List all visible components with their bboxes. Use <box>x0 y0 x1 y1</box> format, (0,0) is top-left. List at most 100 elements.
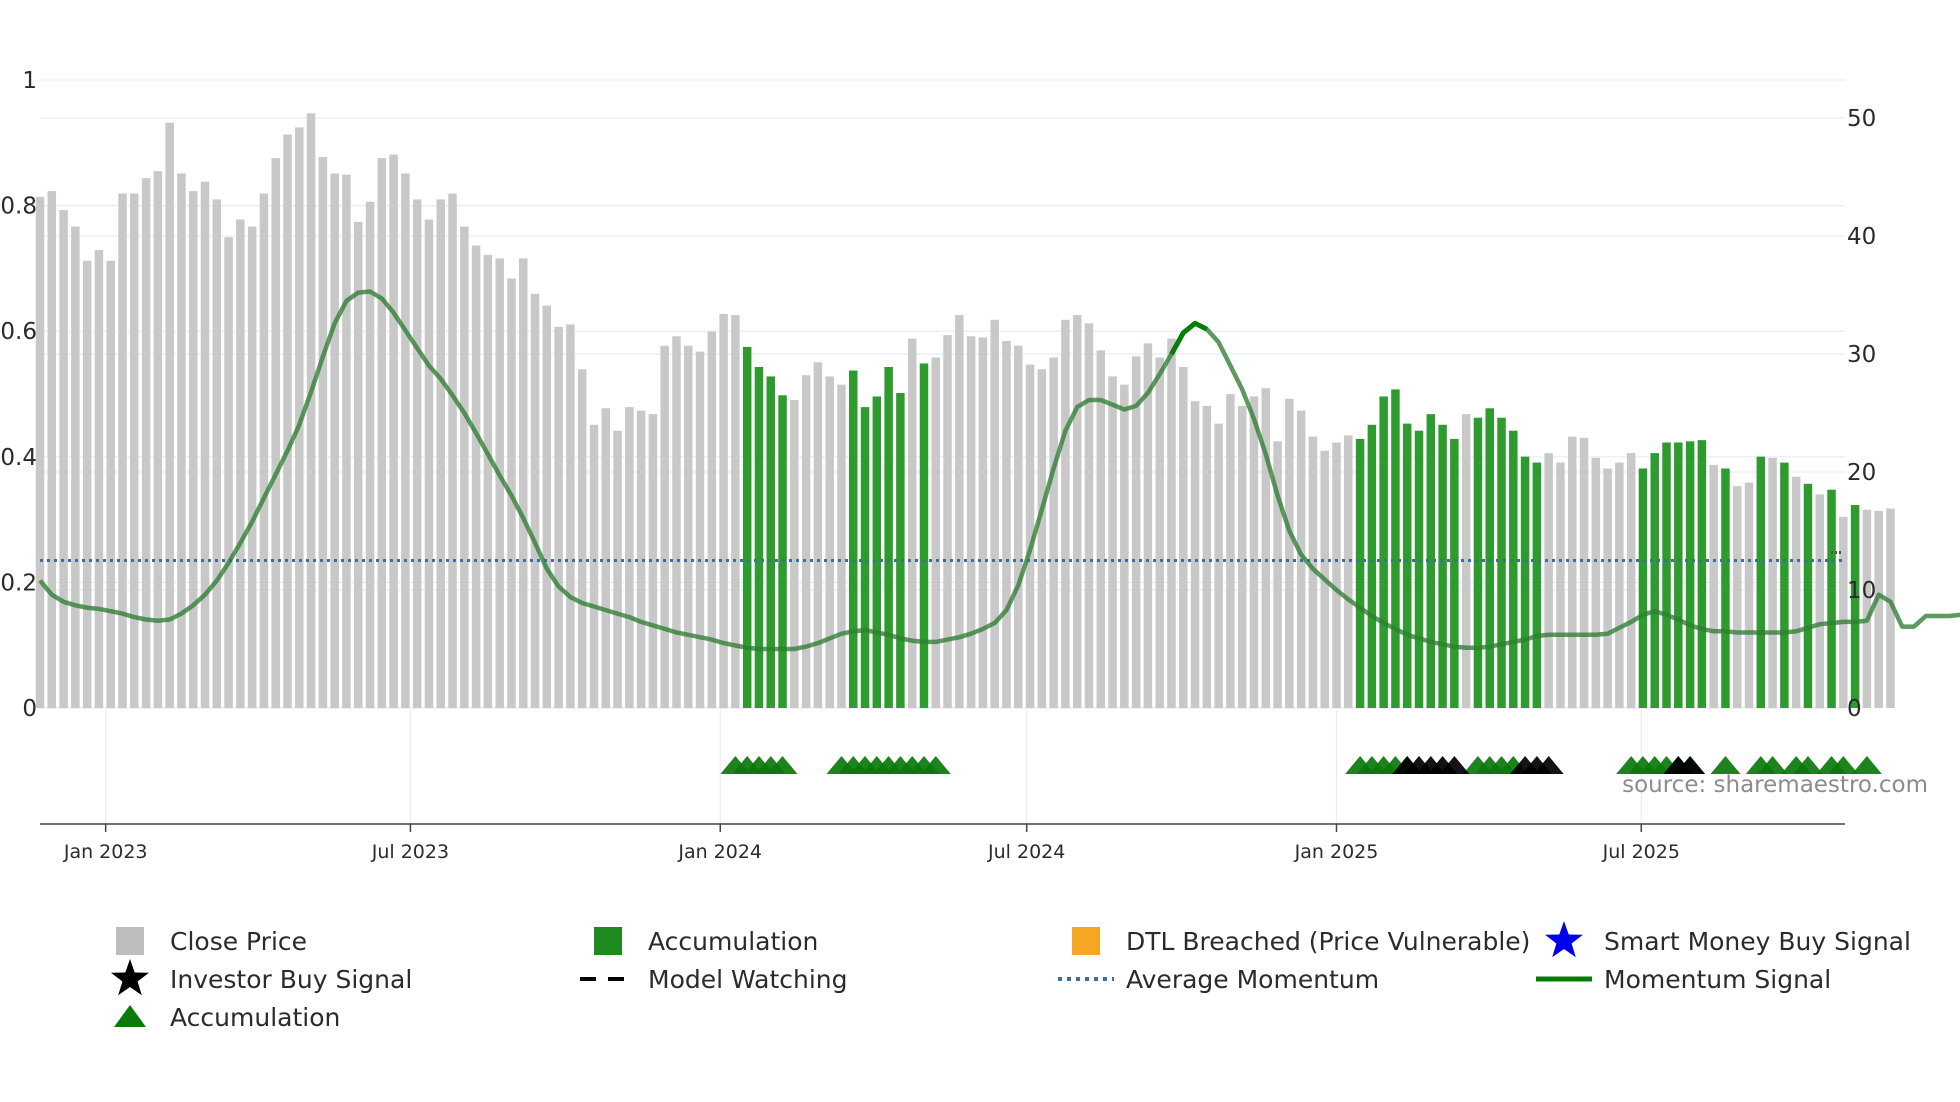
close-price-bar <box>330 173 339 708</box>
close-price-bar <box>106 260 115 708</box>
close-price-bar <box>1167 338 1176 708</box>
close-price-bar <box>153 171 163 709</box>
close-price-bar <box>1084 323 1094 708</box>
close-price-bar <box>648 414 658 708</box>
close-price-bar <box>519 258 528 708</box>
accumulation-bar <box>872 396 882 708</box>
legend-label: Close Price <box>170 927 307 956</box>
close-price-bar <box>1591 457 1601 708</box>
close-price-bar <box>59 210 68 709</box>
investor-buy-triangle-marker <box>1675 756 1706 774</box>
legend-label: Accumulation <box>170 1003 340 1032</box>
close-price-bar <box>1344 435 1353 708</box>
close-price-bar <box>188 191 198 708</box>
legend-item: Close Price <box>116 927 307 956</box>
momentum-peak-highlight <box>1169 320 1209 356</box>
close-price-bar <box>47 191 57 708</box>
close-price-bar <box>1179 366 1188 708</box>
close-price-bar <box>130 193 139 708</box>
legend-label: DTL Breached (Price Vulnerable) <box>1126 927 1530 956</box>
left-tick-label: 1 <box>22 68 37 94</box>
right-tick-label: 20 <box>1847 460 1876 486</box>
close-price-bar <box>283 134 292 708</box>
close-price-bar <box>1862 509 1872 708</box>
legend-label: Investor Buy Signal <box>170 965 412 994</box>
close-price-bar <box>236 219 245 709</box>
close-price-bar <box>1237 405 1247 708</box>
x-tick-label: Jan 2024 <box>677 841 762 863</box>
accumulation-bar <box>1438 424 1447 708</box>
legend-square-icon <box>116 927 144 955</box>
close-price-bar <box>955 315 964 708</box>
accumulation-bar <box>1355 438 1365 708</box>
close-price-bar <box>601 408 610 708</box>
close-price-bar <box>1061 319 1070 708</box>
close-price-bar <box>1461 414 1471 708</box>
close-price-bar <box>589 424 599 708</box>
close-price-bar <box>448 193 457 708</box>
close-price-bar <box>1273 441 1282 708</box>
close-price-bar <box>1014 345 1023 708</box>
accumulation-bar <box>1721 468 1730 708</box>
close-price-bar <box>365 201 375 708</box>
close-price-bar <box>1131 356 1141 708</box>
close-price-bar <box>377 158 387 708</box>
x-tick-label: Jul 2024 <box>987 841 1065 863</box>
legend-triangle-icon <box>114 1005 146 1027</box>
close-price-bar <box>259 193 269 708</box>
accumulation-bar <box>1638 468 1648 708</box>
close-price-bar <box>790 400 799 708</box>
close-price-bar <box>1143 343 1153 708</box>
close-price-bar <box>1615 462 1624 708</box>
close-price-bar <box>577 369 587 708</box>
close-price-bar <box>177 173 186 708</box>
momentum-signal-line <box>38 289 1960 652</box>
accumulation-bar <box>742 346 752 708</box>
close-price-bar <box>436 199 445 709</box>
close-price-bar <box>460 226 469 708</box>
close-price-bar <box>566 324 575 708</box>
close-price-bar <box>978 337 988 708</box>
close-price-bar <box>401 173 410 708</box>
close-price-bar <box>825 376 834 708</box>
close-price-bar <box>1037 369 1047 708</box>
close-price-bar <box>412 199 422 709</box>
close-price-bar <box>731 315 740 708</box>
close-price-bar <box>1249 396 1259 708</box>
accumulation-bar <box>1367 424 1377 708</box>
accumulation-bar <box>778 395 787 708</box>
close-price-bar <box>224 237 233 708</box>
x-tick-label: Jan 2025 <box>1294 841 1379 863</box>
close-price-bar <box>1049 357 1058 708</box>
close-price-bar <box>907 338 917 708</box>
close-price-bar <box>1155 357 1164 708</box>
close-price-bar <box>342 174 351 708</box>
accumulation-triangle-marker <box>767 756 798 774</box>
legend-item: Model Watching <box>580 965 848 994</box>
x-tick-label: Jul 2023 <box>371 841 449 863</box>
close-price-bar <box>1072 315 1082 708</box>
close-price-bar <box>1579 437 1589 708</box>
accumulation-bar <box>1391 389 1400 708</box>
right-tick-label: 40 <box>1847 224 1876 250</box>
accumulation-bar <box>1756 456 1766 708</box>
accumulation-bar <box>849 370 858 708</box>
legend-square-icon <box>594 927 622 955</box>
legend-label: Model Watching <box>648 965 848 994</box>
accumulation-bar <box>884 366 893 708</box>
legend: Close Price Accumulation DTL Breached (Pri… <box>111 921 1911 1032</box>
investor-buy-triangle-marker <box>1533 756 1564 774</box>
accumulation-bar <box>919 363 929 708</box>
accumulation-triangle-marker <box>920 756 951 774</box>
right-tick-label: 30 <box>1847 342 1876 368</box>
right-tick-label: 0 <box>1847 696 1862 722</box>
accumulation-bar <box>1509 430 1518 708</box>
close-price-bar <box>353 221 363 708</box>
left-tick-label: 0 <box>22 696 37 722</box>
left-tick-label: 0.2 <box>0 570 37 596</box>
accumulation-bar <box>1450 438 1459 708</box>
accumulation-bar <box>1520 456 1530 708</box>
price-bars <box>35 113 1895 709</box>
accumulation-bar <box>860 407 870 708</box>
